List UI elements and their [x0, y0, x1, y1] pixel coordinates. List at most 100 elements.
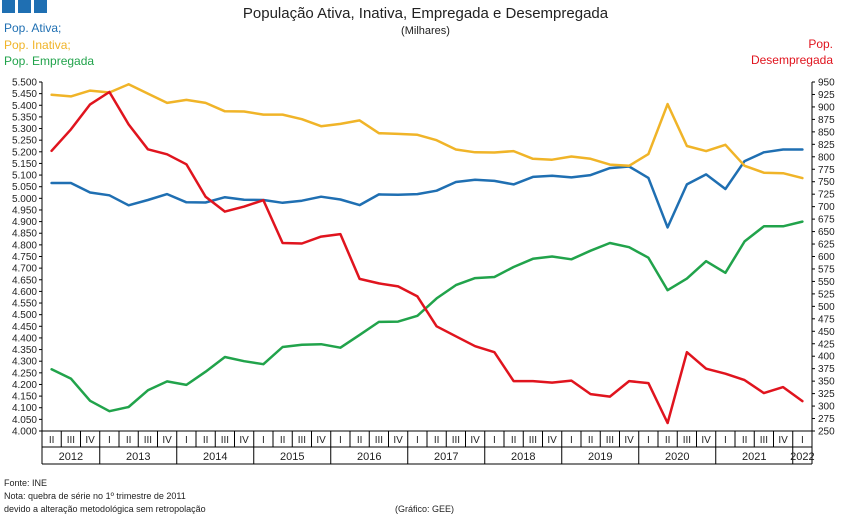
- x-tick-label: II: [49, 435, 55, 446]
- y-tick-label-right: 450: [818, 327, 835, 338]
- y-tick-label-right: 625: [818, 240, 835, 251]
- y-tick-label-left: 4.600: [12, 287, 37, 298]
- logo-block-2: [18, 0, 31, 13]
- y-tick-label-left: 5.350: [12, 112, 37, 123]
- x-tick-label: I: [339, 435, 342, 446]
- y-tick-label-right: 350: [818, 377, 835, 388]
- x-tick-label: I: [724, 435, 727, 446]
- legend-desempregada-line2: Desempregada: [750, 53, 833, 67]
- y-tick-label-left: 4.950: [12, 205, 37, 216]
- x-tick-label: III: [375, 435, 383, 446]
- y-tick-label-right: 675: [818, 215, 835, 226]
- x-tick-label: IV: [701, 435, 711, 446]
- x-tick-label: IV: [778, 435, 788, 446]
- y-tick-label-right: 750: [818, 177, 835, 188]
- y-tick-label-left: 4.150: [12, 392, 37, 403]
- x-tick-label: I: [262, 435, 265, 446]
- chart-title: População Ativa, Inativa, Empregada e De…: [242, 5, 609, 22]
- y-tick-label-right: 550: [818, 277, 835, 288]
- logo-block-1: [2, 0, 15, 13]
- y-tick-label-left: 4.700: [12, 264, 37, 275]
- x-tick-label: II: [665, 435, 671, 446]
- y-tick-label-left: 4.550: [12, 299, 37, 310]
- x-tick-label: III: [144, 435, 152, 446]
- logo-blocks: [2, 0, 47, 13]
- y-tick-label-right: 775: [818, 165, 835, 176]
- y-tick-label-right: 275: [818, 414, 835, 425]
- y-tick-label-right: 475: [818, 314, 835, 325]
- legend-inativa: Pop. Inativa;: [4, 38, 71, 52]
- y-tick-label-right: 725: [818, 190, 835, 201]
- y-tick-label-right: 250: [818, 427, 835, 438]
- x-tick-label: II: [588, 435, 594, 446]
- y-tick-label-left: 4.100: [12, 403, 37, 414]
- y-tick-label-left: 4.500: [12, 310, 37, 321]
- series-line-ativa: [50, 148, 804, 229]
- year-label: 2013: [126, 451, 150, 463]
- y-tick-label-left: 5.450: [12, 89, 37, 100]
- x-tick-label: III: [298, 435, 306, 446]
- y-tick-label-left: 5.000: [12, 194, 37, 205]
- y-tick-label-right: 800: [818, 152, 835, 163]
- x-tick-label: III: [529, 435, 537, 446]
- y-tick-label-right: 900: [818, 102, 835, 113]
- x-tick-label: II: [434, 435, 440, 446]
- y-tick-label-left: 5.100: [12, 171, 37, 182]
- x-tick-label: II: [203, 435, 209, 446]
- y-tick-label-right: 825: [818, 140, 835, 151]
- series-line-empregada: [50, 220, 804, 413]
- x-tick-label: IV: [393, 435, 403, 446]
- year-label: 2012: [59, 451, 83, 463]
- legend-empregada: Pop. Empregada: [4, 54, 95, 68]
- x-tick-label: IV: [316, 435, 326, 446]
- footer-note: Nota: quebra de série no 1º trimestre de…: [4, 491, 186, 501]
- y-tick-label-right: 500: [818, 302, 835, 313]
- x-tick-label: IV: [470, 435, 480, 446]
- year-label: 2018: [511, 451, 535, 463]
- y-tick-label-right: 300: [818, 402, 835, 413]
- y-tick-label-right: 400: [818, 352, 835, 363]
- x-tick-label: IV: [547, 435, 557, 446]
- x-tick-label: III: [760, 435, 768, 446]
- legend-desempregada-line1: Pop.: [808, 37, 833, 51]
- y-tick-label-right: 325: [818, 389, 835, 400]
- x-tick-label: II: [280, 435, 286, 446]
- y-tick-label-left: 4.650: [12, 275, 37, 286]
- x-tick-label: IV: [624, 435, 634, 446]
- x-tick-label: I: [493, 435, 496, 446]
- x-tick-label: II: [511, 435, 517, 446]
- chart-series: [50, 83, 804, 425]
- year-label: 2014: [203, 451, 227, 463]
- x-tick-label: IV: [239, 435, 249, 446]
- x-tick-label: II: [126, 435, 132, 446]
- footer-source: Fonte: INE: [4, 478, 48, 488]
- logo-block-3: [34, 0, 47, 13]
- y-tick-label-left: 5.050: [12, 182, 37, 193]
- y-tick-label-left: 4.850: [12, 229, 37, 240]
- y-tick-label-left: 5.150: [12, 159, 37, 170]
- y-tick-label-left: 5.200: [12, 147, 37, 158]
- x-tick-label: II: [357, 435, 363, 446]
- x-tick-label: II: [742, 435, 748, 446]
- y-tick-label-right: 850: [818, 127, 835, 138]
- y-tick-label-left: 4.250: [12, 368, 37, 379]
- chart-subtitle: (Milhares): [401, 25, 450, 37]
- y-tick-label-right: 650: [818, 227, 835, 238]
- x-tick-label: I: [108, 435, 111, 446]
- year-label: 2017: [434, 451, 458, 463]
- y-tick-label-left: 5.500: [12, 78, 37, 89]
- y-tick-label-left: 5.250: [12, 136, 37, 147]
- y-tick-label-right: 375: [818, 364, 835, 375]
- y-tick-label-left: 4.000: [12, 427, 37, 438]
- y-tick-label-left: 4.200: [12, 380, 37, 391]
- y-tick-label-right: 700: [818, 202, 835, 213]
- year-label: 2022: [790, 451, 814, 463]
- y-tick-label-left: 4.050: [12, 415, 37, 426]
- series-line-inativa: [50, 83, 804, 180]
- y-tick-label-right: 950: [818, 78, 835, 89]
- x-tick-label: III: [67, 435, 75, 446]
- year-label: 2016: [357, 451, 381, 463]
- year-label: 2021: [742, 451, 766, 463]
- x-tick-label: I: [801, 435, 804, 446]
- y-tick-label-right: 525: [818, 289, 835, 300]
